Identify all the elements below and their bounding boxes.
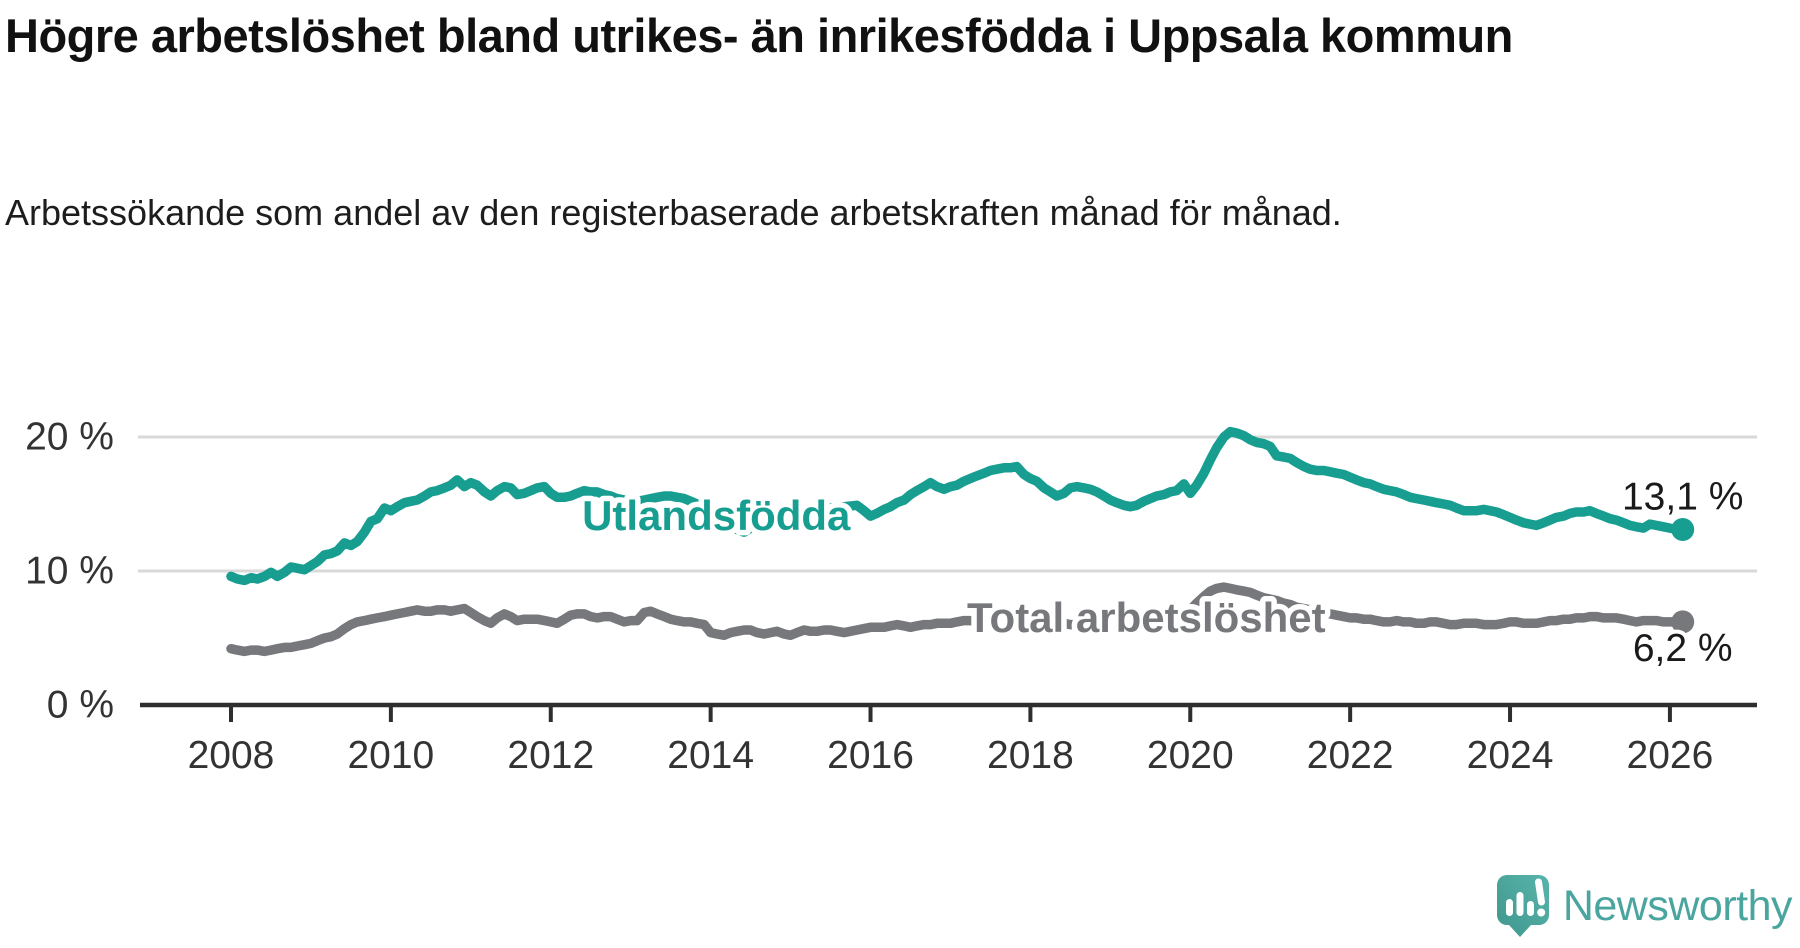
x-tick-label-2020: 2020 [1147,734,1234,777]
newsworthy-logo-icon [1496,875,1549,937]
page-title: Högre arbetslöshet bland utrikes- än inr… [5,9,1513,62]
series-end-value-total-arbetsl-shet: 6,2 % [1633,627,1733,670]
x-tick-label-2016: 2016 [827,734,914,777]
logo-bar-3 [1526,901,1534,916]
logo-bar-2 [1516,892,1524,916]
x-tick-label-2024: 2024 [1467,734,1554,777]
y-tick-label-10: 10 % [25,550,114,593]
logo-exclamation-dot [1537,908,1546,917]
series-end-value-utlandsf-dda: 13,1 % [1622,475,1743,518]
brand-name: Newsworthy [1562,881,1793,930]
x-tick-label-2018: 2018 [987,734,1074,777]
x-tick-label-2008: 2008 [188,734,275,777]
logo-bar-1 [1505,899,1513,916]
x-tick-label-2012: 2012 [507,734,594,777]
x-tick-label-2026: 2026 [1627,734,1714,777]
newsworthy-brand: Newsworthy [1496,874,1793,938]
logo-exclamation [1534,878,1545,906]
y-tick-label-0: 0 % [47,684,114,727]
x-tick-label-2014: 2014 [667,734,754,777]
page-subtitle: Arbetssökande som andel av den registerb… [5,192,1342,233]
series-end-dot-total-arbetsl-shet [1671,610,1695,634]
y-tick-label-20: 20 % [25,416,114,459]
x-tick-label-2010: 2010 [347,734,434,777]
series-label-utlandsf-dda: Utlandsfödda [582,492,851,539]
series-line-total-arbetsl-shet [226,582,1688,657]
x-tick-label-2022: 2022 [1307,734,1394,777]
series-label-total-arbetsl-shet: Total arbetslöshet [967,594,1326,641]
series-end-dot-utlandsf-dda [1671,517,1695,541]
series-line-utlandsf-dda [226,426,1688,586]
